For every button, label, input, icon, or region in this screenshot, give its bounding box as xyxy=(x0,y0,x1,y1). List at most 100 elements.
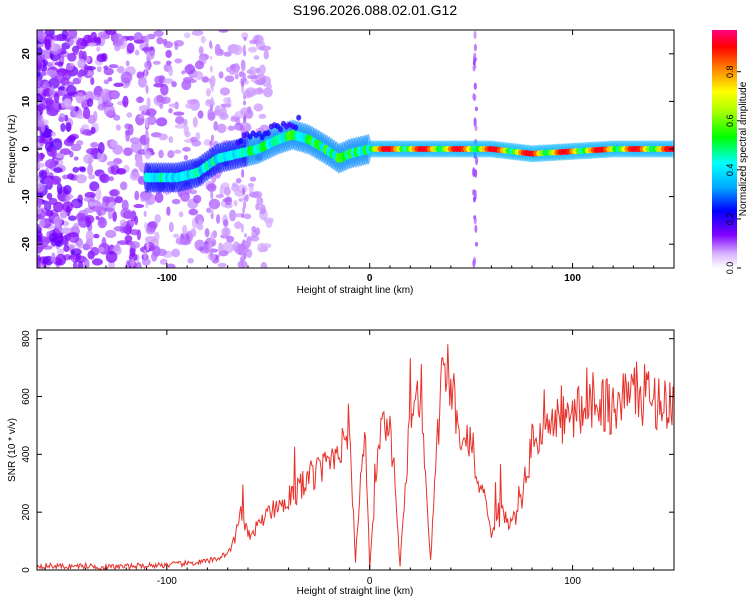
noise-blob xyxy=(216,123,227,134)
noise-blob xyxy=(263,50,269,60)
noise-blob xyxy=(158,133,168,141)
ridge-branch xyxy=(277,126,283,133)
noise-blob xyxy=(232,44,243,56)
noise-blob xyxy=(121,199,129,211)
noise-blob xyxy=(229,64,237,70)
noise-blob xyxy=(40,71,47,77)
streak-blob xyxy=(474,224,478,233)
noise-blob xyxy=(49,39,56,52)
noise-blob xyxy=(83,197,95,202)
noise-blob xyxy=(53,201,64,213)
streak-blob xyxy=(143,144,147,152)
noise-blob xyxy=(187,78,197,84)
noise-blob xyxy=(37,151,40,163)
noise-blob xyxy=(187,257,194,264)
noise-blob xyxy=(152,60,161,65)
noise-blob xyxy=(159,103,164,109)
noise-blob xyxy=(37,183,45,192)
noise-blob xyxy=(77,260,84,268)
noise-blob xyxy=(247,74,258,80)
noise-blob xyxy=(247,106,252,114)
noise-blob xyxy=(125,60,130,67)
noise-blob xyxy=(193,194,202,204)
noise-blob xyxy=(174,123,186,129)
noise-blob xyxy=(87,42,97,47)
snr-frame xyxy=(36,329,675,571)
noise-blob xyxy=(259,64,266,75)
noise-blob xyxy=(168,221,174,233)
noise-blob xyxy=(66,85,77,97)
spectrogram-x-label: Height of straight line (km) xyxy=(297,285,414,296)
noise-blob xyxy=(67,52,77,62)
noise-blob xyxy=(96,66,102,73)
noise-blob xyxy=(97,151,104,162)
noise-blob xyxy=(130,258,135,268)
streak-blob xyxy=(145,85,149,95)
noise-blob xyxy=(37,162,45,168)
noise-blob xyxy=(217,262,227,268)
noise-blob xyxy=(137,76,147,88)
noise-blob xyxy=(248,46,258,53)
streak-blob xyxy=(145,65,149,70)
noise-blob xyxy=(219,185,224,197)
noise-blob xyxy=(135,261,142,268)
noise-blob xyxy=(165,60,172,65)
noise-blob xyxy=(138,114,145,119)
noise-blob xyxy=(165,49,172,59)
noise-blob xyxy=(57,86,67,91)
noise-blob xyxy=(103,102,114,107)
noise-blob xyxy=(37,242,44,248)
noise-blob xyxy=(77,58,86,69)
ridge-branch xyxy=(296,114,302,121)
noise-blob xyxy=(90,246,100,256)
noise-blob xyxy=(98,246,105,253)
streak-blob xyxy=(143,210,147,217)
noise-blob xyxy=(181,70,186,75)
noise-blob xyxy=(109,189,119,197)
noise-blob xyxy=(46,192,53,200)
noise-blob xyxy=(53,74,66,84)
noise-blob xyxy=(156,117,168,127)
noise-blob xyxy=(46,62,53,68)
noise-blob xyxy=(135,156,144,167)
noise-blob xyxy=(254,79,266,86)
noise-blob xyxy=(89,181,100,192)
noise-blob xyxy=(134,190,140,201)
noise-blob xyxy=(44,159,57,169)
noise-blob xyxy=(251,225,257,232)
noise-blob xyxy=(37,259,41,268)
noise-blob xyxy=(37,110,41,117)
noise-blob xyxy=(82,107,91,120)
noise-blob xyxy=(198,219,203,230)
noise-blob xyxy=(206,183,217,192)
noise-blob xyxy=(83,153,94,165)
noise-blob xyxy=(188,208,199,216)
noise-blob xyxy=(173,111,185,116)
streak-blob xyxy=(144,68,148,79)
colorbar-ticks: 0.0 0.2 0.4 0.6 0.8 xyxy=(725,65,741,274)
noise-blob xyxy=(219,87,231,96)
noise-blob xyxy=(45,69,58,77)
noise-blob xyxy=(64,98,72,108)
noise-blob xyxy=(167,264,173,268)
noise-blob xyxy=(146,97,151,109)
colorbar-tick-label: 0.2 xyxy=(725,213,735,226)
noise-blob xyxy=(256,196,264,206)
streak-blob xyxy=(242,239,246,245)
noise-blob xyxy=(251,191,263,199)
noise-blob xyxy=(88,201,97,207)
noise-blob xyxy=(171,248,181,258)
noise-blob xyxy=(148,220,158,230)
streak-blob xyxy=(209,65,213,73)
noise-blob xyxy=(222,227,230,237)
noise-blob xyxy=(37,208,42,215)
noise-blob xyxy=(194,60,205,70)
streak-blob xyxy=(473,43,477,52)
noise-blob xyxy=(83,63,89,76)
noise-blob xyxy=(134,49,140,56)
noise-blob xyxy=(124,235,133,243)
noise-blob xyxy=(123,147,133,156)
streak-blob xyxy=(209,140,213,146)
noise-blob xyxy=(235,177,242,184)
streak-blob xyxy=(209,40,213,49)
